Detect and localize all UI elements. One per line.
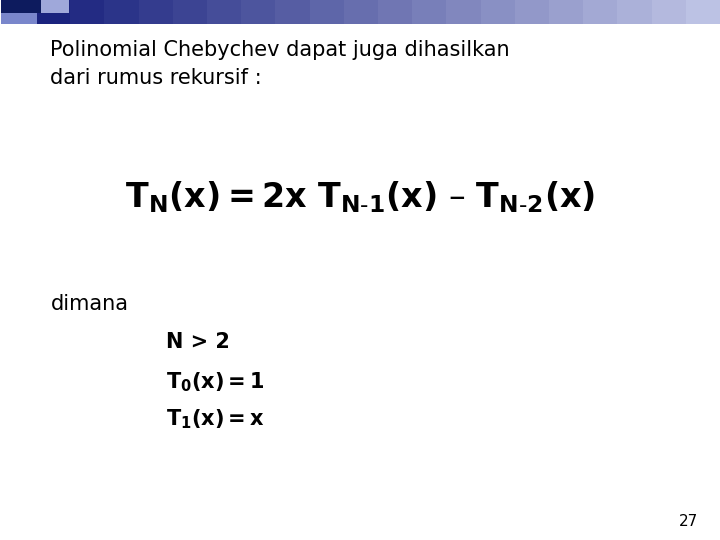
Text: dimana: dimana	[50, 294, 128, 314]
Text: $\mathdefault{T_N(x) = 2x\ T_{N\text{-}1}(x)\ \endash\ T_{N\text{-}2}(x)}$: $\mathdefault{T_N(x) = 2x\ T_{N\text{-}1…	[125, 179, 595, 215]
Bar	[207, 0, 241, 24]
Bar	[685, 0, 720, 24]
Bar	[652, 0, 685, 24]
Text: dari rumus rekursif :: dari rumus rekursif :	[50, 68, 262, 87]
Text: 27: 27	[679, 514, 698, 529]
Bar	[515, 0, 549, 24]
Bar	[71, 0, 104, 24]
Bar	[618, 0, 652, 24]
Text: $\mathbf{T_1(x)=x}$: $\mathbf{T_1(x)=x}$	[166, 408, 264, 431]
Bar	[41, 0, 68, 14]
Bar	[481, 0, 515, 24]
Bar	[173, 0, 207, 24]
Bar	[104, 0, 138, 24]
Bar	[378, 0, 412, 24]
Text: $\mathbf{T_0(x) = 1}$: $\mathbf{T_0(x) = 1}$	[166, 370, 264, 394]
Text: Polinomial Chebychev dapat juga dihasilkan: Polinomial Chebychev dapat juga dihasilk…	[50, 40, 510, 60]
Bar	[549, 0, 583, 24]
Text: N > 2: N > 2	[166, 332, 230, 352]
Bar	[36, 0, 71, 24]
Bar	[241, 0, 275, 24]
Bar	[138, 0, 173, 24]
Bar	[275, 0, 310, 24]
Bar	[583, 0, 618, 24]
Bar	[344, 0, 378, 24]
Bar	[1, 14, 37, 24]
Bar	[412, 0, 446, 24]
Bar	[1, 0, 41, 14]
Bar	[310, 0, 344, 24]
Bar	[446, 0, 481, 24]
